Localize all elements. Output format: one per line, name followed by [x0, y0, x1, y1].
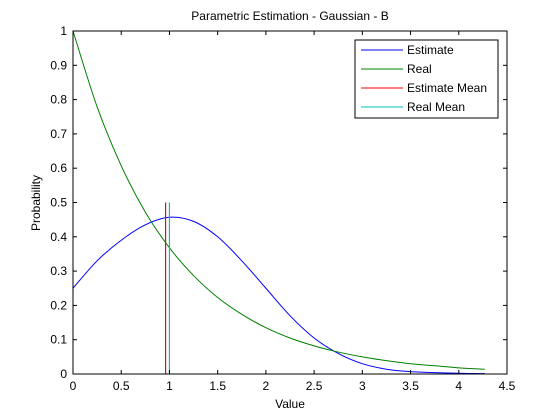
x-tick-label: 1.5 [209, 379, 226, 393]
y-tick-label: 0.1 [50, 333, 67, 347]
x-tick-label: 3.5 [402, 379, 419, 393]
legend: Estimate Real Estimate Mean Real Mean [355, 40, 498, 118]
legend-label: Real Mean [407, 100, 465, 114]
y-tick-label: 0.3 [50, 264, 67, 278]
x-tick-label: 0.5 [113, 379, 130, 393]
legend-label: Estimate Mean [407, 81, 487, 95]
legend-label: Real [407, 62, 432, 76]
y-tick-label: 0.6 [50, 161, 67, 175]
x-axis-label: Value [275, 397, 305, 411]
y-tick-label: 1 [60, 24, 67, 38]
chart-title: Parametric Estimation - Gaussian - B [191, 9, 388, 23]
y-tick-label: 0.4 [50, 230, 67, 244]
y-tick-label: 0.9 [50, 58, 67, 72]
x-tick-label: 4 [455, 379, 462, 393]
y-tick-label: 0.2 [50, 298, 67, 312]
x-tick-label: 4.5 [499, 379, 516, 393]
y-tick-label: 0.7 [50, 127, 67, 141]
y-tick-label: 0.8 [50, 93, 67, 107]
x-tick-label: 2 [263, 379, 270, 393]
legend-label: Estimate [407, 43, 454, 57]
x-tick-label: 1 [166, 379, 173, 393]
y-tick-label: 0 [60, 367, 67, 381]
x-tick-label: 0 [70, 379, 77, 393]
y-tick-label: 0.5 [50, 196, 67, 210]
x-tick-label: 2.5 [306, 379, 323, 393]
y-axis-label: Probability [29, 175, 43, 231]
x-tick-label: 3 [359, 379, 366, 393]
